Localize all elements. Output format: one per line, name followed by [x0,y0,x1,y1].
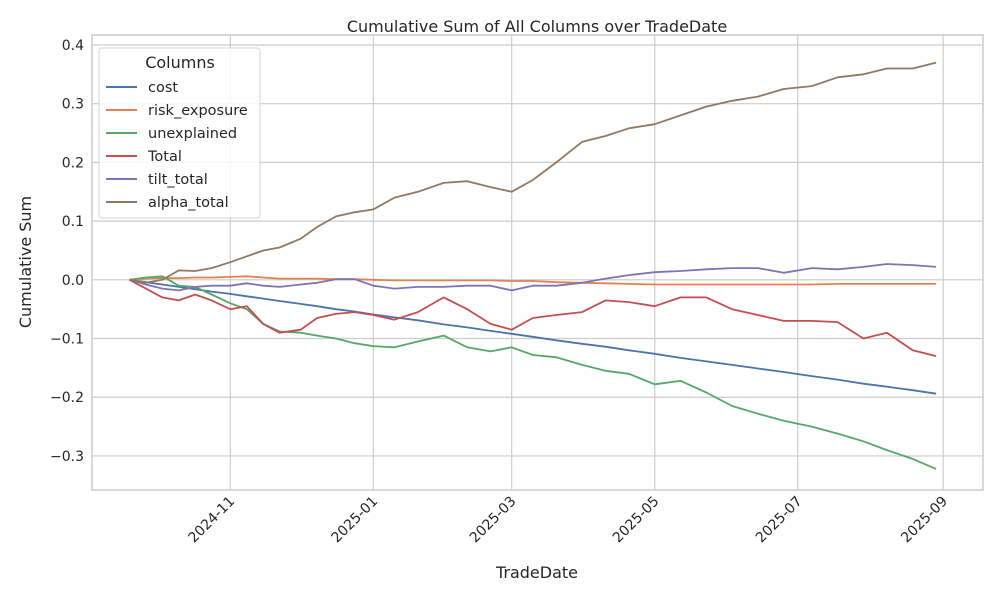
y-tick-label: 0.2 [62,155,84,171]
x-tick-label: 2025-07 [753,494,806,547]
series-line-total [129,279,937,357]
legend-entry: cost [148,80,178,96]
legend-title: Columns [145,53,215,72]
y-tick-label: −0.3 [50,449,84,465]
legend-entry: Total [147,149,182,165]
x-axis-label: TradeDate [495,563,578,582]
x-tick-label: 2025-05 [610,494,663,547]
x-tick-label: 2024-11 [185,494,238,547]
x-tick-label: 2025-03 [467,494,520,547]
legend-entry: alpha_total [148,195,229,211]
series-line-unexplained [129,275,937,470]
legend-entry: unexplained [148,126,237,142]
series-lines [129,61,937,470]
series-line-tilt-total [129,263,937,292]
series-line-alpha-total [129,61,937,284]
y-tick-label: 0.1 [62,214,84,230]
chart-title: Cumulative Sum of All Columns over Trade… [347,17,727,36]
legend-entry: risk_exposure [148,103,248,119]
y-tick-label: −0.1 [50,332,84,348]
y-tick-label: 0.3 [62,97,84,113]
legend-entry: tilt_total [148,172,208,188]
y-tick-label: 0.0 [62,273,84,289]
legend: Columns cost risk_exposure unexplained Tota… [98,47,261,219]
x-tick-labels: 2024-11 2025-01 2025-03 2025-05 2025-07 2025-… [185,494,950,547]
y-tick-label: −0.2 [50,390,84,406]
x-tick-label: 2025-01 [329,494,382,547]
plot-frame [91,34,984,491]
y-tick-labels: 0.4 0.3 0.2 0.1 0.0 −0.1 −0.2 −0.3 [50,38,84,465]
y-tick-label: 0.4 [62,38,84,54]
legend-box [98,47,261,219]
x-tick-label: 2025-09 [898,494,951,547]
series-line-risk-exposure [129,275,937,286]
series-line-cost [129,278,937,395]
y-axis-label: Cumulative Sum [16,196,35,328]
